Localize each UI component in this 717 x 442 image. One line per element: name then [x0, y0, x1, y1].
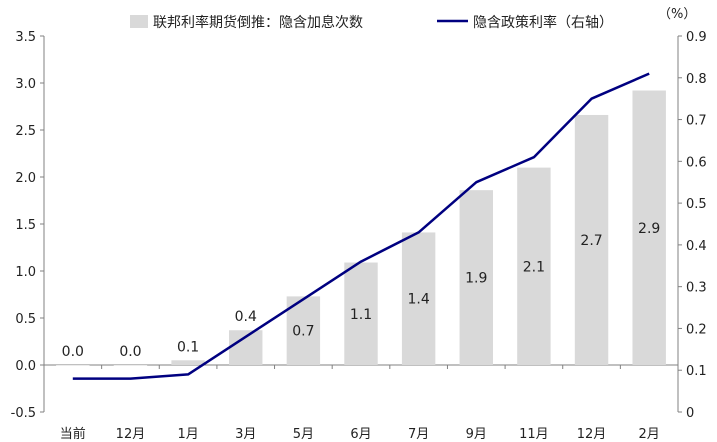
bar-data-label: 1.9 — [465, 271, 487, 287]
bar — [632, 90, 666, 366]
line-series — [72, 72, 650, 380]
x-tick-label: 2月 — [639, 427, 660, 442]
y-right-tick-label: 0.4 — [686, 239, 707, 254]
y-left-tick-label: 3.5 — [15, 30, 36, 45]
y-left-tick-label: 1.5 — [15, 218, 36, 233]
axes: -0.5 0.0 0.5 1.0 1.5 2.0 2.5 3.0 3.5 0 0.1 0.2 0.3 0.… — [11, 30, 707, 442]
y-right-tick-label: 0.8 — [686, 72, 707, 87]
legend: 联邦利率期货倒推：隐含加息次数 隐含政策利率（右轴） — [130, 14, 613, 31]
bar — [113, 365, 148, 366]
y-left-tick-label: 2.5 — [15, 124, 36, 139]
x-tick-label: 5月 — [293, 427, 314, 442]
bar-data-label: 0.4 — [235, 309, 257, 325]
x-tick-label: 1月 — [177, 427, 198, 442]
y-left-tick-label: 0.5 — [15, 312, 36, 327]
bar-data-label: 0.7 — [292, 324, 314, 340]
x-tick-label: 当前 — [60, 426, 86, 442]
y-right-tick-label: 0 — [686, 406, 694, 421]
legend-bar-label: 联邦利率期货倒推：隐含加息次数 — [153, 14, 363, 31]
y-left-tick-label: 1.0 — [15, 265, 36, 280]
y-right-tick-label: 0.6 — [686, 155, 707, 170]
x-tick-label: 11月 — [519, 427, 549, 442]
y-right-tick-label: 0.9 — [686, 30, 707, 45]
y-left-tick-label: 3.0 — [15, 77, 36, 92]
bar — [344, 262, 378, 365]
x-tick-label: 3月 — [235, 427, 256, 442]
right-axis-unit: （%） — [658, 7, 696, 22]
x-tick-label: 9月 — [466, 427, 487, 442]
x-tick-label: 12月 — [116, 427, 146, 442]
x-tick-label: 12月 — [577, 427, 607, 442]
bar — [517, 167, 551, 365]
y-right-tick-label: 0.1 — [686, 364, 707, 379]
y-left-tick-label: -0.5 — [11, 406, 36, 421]
y-left-tick-label: 0.0 — [15, 359, 36, 374]
bar — [459, 190, 493, 365]
bar-data-label: 2.1 — [523, 259, 545, 275]
x-tick-label: 7月 — [408, 427, 429, 442]
bar — [401, 232, 436, 365]
bar-data-label: 2.9 — [638, 221, 660, 237]
bar-data-label: 2.7 — [580, 233, 602, 249]
y-right-tick-label: 0.2 — [686, 322, 707, 337]
bar-data-label: 0.0 — [62, 344, 84, 360]
y-left-tick-label: 2.0 — [15, 171, 36, 186]
legend-line-label: 隐含政策利率（右轴） — [473, 14, 613, 31]
bar — [574, 114, 609, 366]
bar-data-label: 0.0 — [119, 344, 141, 360]
bar — [171, 360, 205, 365]
bar-data-label: 1.1 — [350, 307, 372, 323]
y-right-tick-label: 0.5 — [686, 197, 707, 212]
bar-data-label: 1.4 — [408, 292, 430, 308]
legend-bar-swatch — [130, 15, 148, 28]
bar-data-label: 0.1 — [177, 339, 199, 355]
x-tick-label: 6月 — [350, 427, 371, 442]
policy-rate-line — [72, 72, 650, 380]
bar — [56, 365, 90, 366]
y-right-tick-label: 0.7 — [686, 114, 707, 129]
y-right-tick-label: 0.3 — [686, 281, 707, 296]
data-labels: 0.0 0.0 0.1 0.4 0.7 1.1 1.4 1.9 2.1 2.7 2.9 — [62, 221, 661, 360]
bar-series — [56, 90, 666, 366]
